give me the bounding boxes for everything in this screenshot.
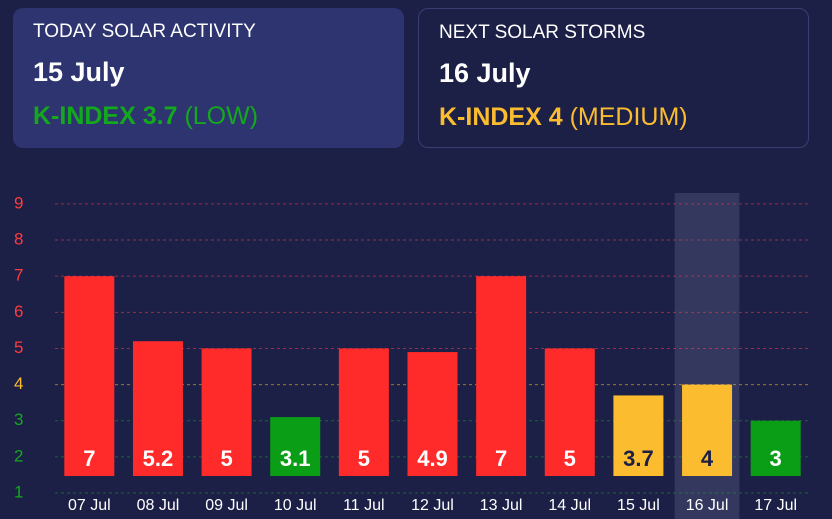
- x-tick-label: 15 Jul: [617, 497, 660, 514]
- value-label: 5: [358, 446, 370, 471]
- x-tick-label: 14 Jul: [548, 497, 591, 514]
- x-tick-label: 08 Jul: [137, 497, 180, 514]
- kindex: K-INDEX 4: [439, 103, 563, 131]
- value-label: 5: [220, 446, 232, 471]
- value-label: 7: [495, 446, 507, 471]
- bar: [613, 395, 664, 476]
- x-tick-label: 11 Jul: [343, 497, 385, 514]
- y-tick-label: 2: [14, 446, 23, 465]
- x-tick-label: 12 Jul: [411, 497, 454, 514]
- next-card: NEXT SOLAR STORMS 16 July K-INDEX 4 (MED…: [418, 8, 809, 148]
- level: (MEDIUM): [569, 103, 688, 131]
- card-date: 15 July: [33, 57, 125, 87]
- x-tick-label: 07 Jul: [68, 497, 111, 514]
- card-label: TODAY SOLAR ACTIVITY: [33, 21, 256, 42]
- bar: [201, 348, 252, 476]
- value-label: 7: [83, 446, 95, 471]
- x-tick-label: 13 Jul: [480, 497, 523, 514]
- value-label: 4: [701, 446, 714, 471]
- kindex: K-INDEX 3.7: [33, 102, 178, 130]
- value-label: 3.7: [623, 446, 654, 471]
- x-tick-label: 16 Jul: [686, 497, 729, 514]
- bar: [544, 348, 595, 476]
- value-label: 5: [564, 446, 576, 471]
- x-tick-label: 10 Jul: [274, 497, 317, 514]
- card-kindex: K-INDEX 3.7 (LOW): [33, 102, 384, 131]
- card-date: 16 July: [439, 58, 531, 88]
- y-tick-label: 9: [14, 193, 23, 212]
- bar: [64, 276, 115, 476]
- value-label: 3: [770, 446, 782, 471]
- bar: [750, 420, 801, 476]
- bar: [132, 341, 183, 476]
- value-label: 5.2: [143, 446, 174, 471]
- x-tick-label: 09 Jul: [205, 497, 248, 514]
- card-label: NEXT SOLAR STORMS: [439, 22, 646, 43]
- value-label: 3.1: [280, 446, 311, 471]
- y-tick-label: 6: [14, 302, 23, 321]
- y-tick-label: 7: [14, 266, 23, 285]
- y-tick-label: 1: [14, 482, 23, 501]
- bar: [682, 384, 733, 476]
- card-kindex: K-INDEX 4 (MEDIUM): [439, 103, 788, 132]
- level: (LOW): [184, 102, 259, 130]
- today-card: TODAY SOLAR ACTIVITY 15 July K-INDEX 3.7…: [13, 8, 404, 148]
- y-tick-label: 8: [14, 230, 23, 249]
- y-tick-label: 3: [14, 410, 23, 429]
- bar: [270, 417, 321, 476]
- y-tick-label: 4: [14, 374, 23, 393]
- bar: [407, 352, 458, 476]
- y-tick-label: 5: [14, 338, 23, 357]
- value-label: 4.9: [417, 446, 448, 471]
- bar: [338, 348, 389, 476]
- x-tick-label: 17 Jul: [754, 497, 797, 514]
- bar: [476, 276, 527, 476]
